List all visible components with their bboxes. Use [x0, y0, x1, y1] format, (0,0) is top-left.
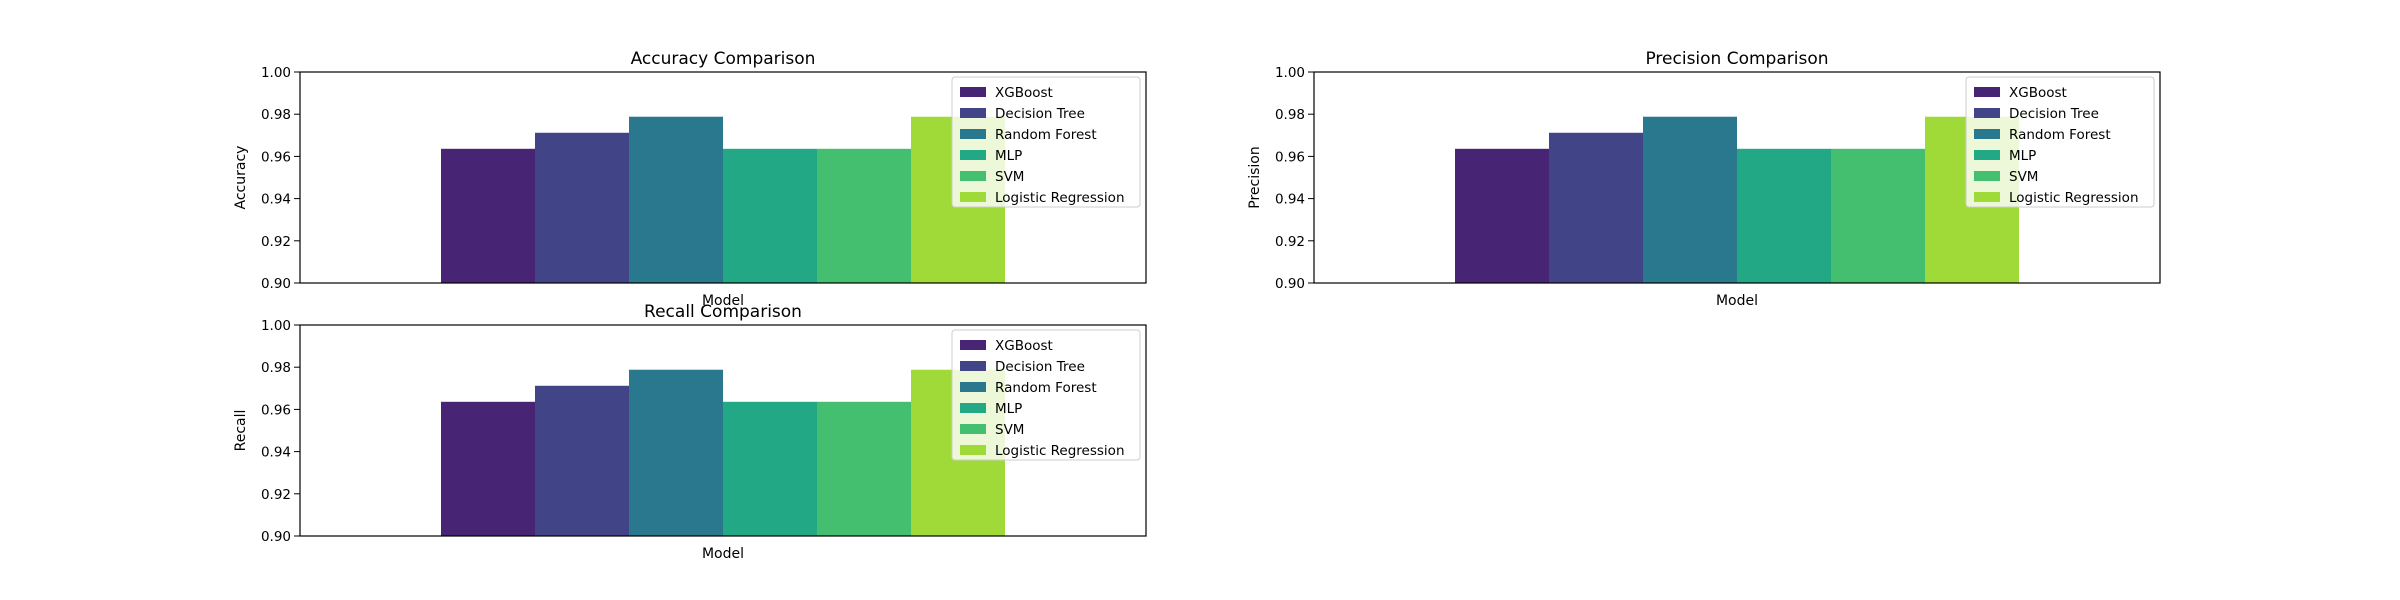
legend-label: Random Forest [2009, 127, 2111, 143]
y-axis-label: Precision [1247, 146, 1263, 208]
legend-label: Random Forest [995, 127, 1097, 143]
bar-mlp [723, 148, 817, 283]
y-tick-label: 0.96 [261, 402, 291, 418]
legend-label: SVM [2009, 169, 2038, 185]
y-axis-label: Recall [233, 410, 249, 452]
legend-swatch [960, 445, 986, 455]
legend-swatch [1974, 171, 2000, 181]
axes-frame [299, 71, 1147, 284]
bar-xgboost [441, 401, 535, 536]
legend: XGBoost Decision Tree Random Forest MLP SVM L… [1965, 76, 2155, 208]
chart-title: Accuracy Comparison [631, 49, 816, 69]
y-tick-label: 1.00 [261, 65, 291, 81]
legend-swatch [1974, 150, 2000, 160]
y-tick-label: 0.92 [1275, 234, 1305, 250]
bar-random-forest [1643, 116, 1737, 283]
bar-xgboost [441, 148, 535, 283]
legend-swatch [960, 382, 986, 392]
legend-box [1965, 76, 2155, 208]
legend-box [951, 76, 1141, 208]
legend-swatch [1974, 129, 2000, 139]
bars [441, 369, 1005, 536]
bars [441, 116, 1005, 283]
legend-swatch [960, 424, 986, 434]
legend-label: Decision Tree [995, 106, 1085, 122]
legend-swatch [1974, 108, 2000, 118]
legend-swatch [1974, 192, 2000, 202]
y-tick-label: 0.98 [1275, 107, 1305, 123]
x-axis-label: Model [702, 546, 744, 562]
legend-swatch [960, 361, 986, 371]
chart-1: 0.90 0.92 0.94 0.96 0.98 1.00 Precision Compar… [1247, 49, 2161, 309]
legend-label: Decision Tree [2009, 106, 2099, 122]
legend-swatch [960, 171, 986, 181]
bar-random-forest [629, 116, 723, 283]
legend-swatch [960, 403, 986, 413]
legend: XGBoost Decision Tree Random Forest MLP SVM L… [951, 76, 1141, 208]
y-tick-label: 0.90 [261, 276, 291, 292]
y-tick-label: 0.94 [261, 192, 291, 208]
legend-label: XGBoost [995, 338, 1053, 354]
y-axis-label: Accuracy [233, 146, 249, 210]
legend: XGBoost Decision Tree Random Forest MLP SVM L… [951, 329, 1141, 461]
legend-swatch [960, 87, 986, 97]
bar-decision-tree [535, 132, 629, 283]
y-tick-label: 0.98 [261, 107, 291, 123]
y-tick-label: 1.00 [1275, 65, 1305, 81]
legend-label: XGBoost [995, 85, 1053, 101]
chart-2: 0.90 0.92 0.94 0.96 0.98 1.00 Recall Compariso… [233, 302, 1147, 562]
y-tick-label: 0.90 [261, 529, 291, 545]
bar-svm [1831, 148, 1925, 283]
axes-frame [1313, 71, 2161, 284]
legend-label: Random Forest [995, 380, 1097, 396]
y-tick-label: 0.94 [1275, 192, 1305, 208]
bar-decision-tree [1549, 132, 1643, 283]
y-tick-label: 0.92 [261, 487, 291, 503]
legend-swatch [960, 150, 986, 160]
axes-frame [299, 324, 1147, 537]
y-tick-label: 0.92 [261, 234, 291, 250]
legend-label: Logistic Regression [995, 443, 1125, 459]
legend-label: SVM [995, 169, 1024, 185]
bar-svm [817, 148, 911, 283]
x-axis-label: Model [702, 293, 744, 309]
bar-xgboost [1455, 148, 1549, 283]
legend-label: SVM [995, 422, 1024, 438]
legend-label: XGBoost [2009, 85, 2067, 101]
legend-label: Decision Tree [995, 359, 1085, 375]
bar-mlp [723, 401, 817, 536]
legend-swatch [960, 192, 986, 202]
legend-swatch [960, 340, 986, 350]
legend-label: MLP [2009, 148, 2036, 164]
x-axis-label: Model [1716, 293, 1758, 309]
y-tick-label: 1.00 [261, 318, 291, 334]
legend-swatch [960, 108, 986, 118]
bars [1455, 116, 2019, 283]
y-ticks: 0.90 0.92 0.94 0.96 0.98 1.00 [261, 65, 300, 292]
chart-title: Precision Comparison [1645, 49, 1828, 69]
y-ticks: 0.90 0.92 0.94 0.96 0.98 1.00 [1275, 65, 1314, 292]
legend-label: Logistic Regression [2009, 190, 2139, 206]
bar-svm [817, 401, 911, 536]
legend-box [951, 329, 1141, 461]
y-tick-label: 0.90 [1275, 276, 1305, 292]
y-tick-label: 0.96 [261, 149, 291, 165]
legend-label: MLP [995, 401, 1022, 417]
y-tick-label: 0.98 [261, 360, 291, 376]
y-tick-label: 0.96 [1275, 149, 1305, 165]
bar-decision-tree [535, 385, 629, 536]
bar-random-forest [629, 369, 723, 536]
legend-swatch [960, 129, 986, 139]
legend-label: MLP [995, 148, 1022, 164]
bar-mlp [1737, 148, 1831, 283]
y-tick-label: 0.94 [261, 445, 291, 461]
y-ticks: 0.90 0.92 0.94 0.96 0.98 1.00 [261, 318, 300, 545]
legend-label: Logistic Regression [995, 190, 1125, 206]
legend-swatch [1974, 87, 2000, 97]
chart-title: Recall Comparison [644, 302, 802, 322]
chart-0: 0.90 0.92 0.94 0.96 0.98 1.00 Accuracy Compari… [233, 49, 1147, 309]
